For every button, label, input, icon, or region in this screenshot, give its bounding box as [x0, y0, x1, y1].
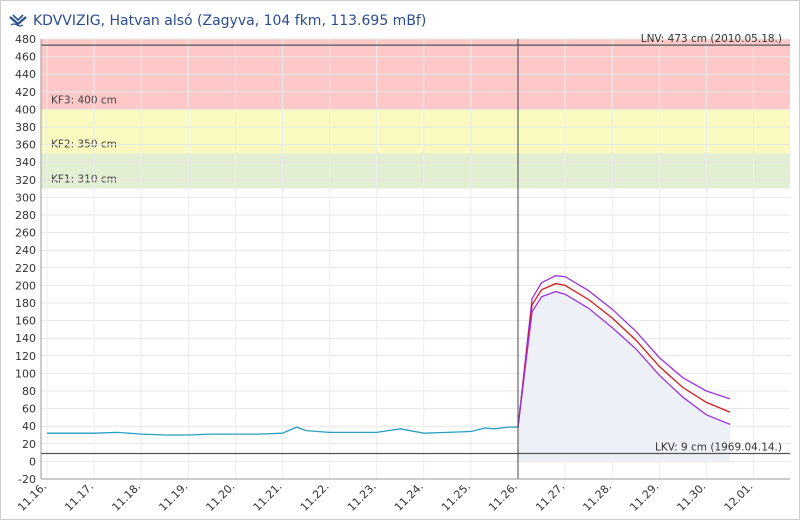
x-tick-label: 11.20.	[204, 480, 238, 514]
series-line-forecast	[517, 282, 731, 428]
y-tick-label: 100	[15, 367, 36, 380]
reference-lines: LNV: 473 cm (2010.05.18.) LKV: 9 cm (1969…	[41, 33, 790, 479]
y-tick-label: 220	[15, 262, 36, 275]
chart-title: KDVVIZIG, Hatvan alsó (Zagyva, 104 fkm, …	[33, 13, 427, 29]
y-tick-label: 380	[15, 121, 36, 134]
y-tick-label: -20	[18, 473, 36, 486]
y-tick-label: 400	[15, 103, 36, 116]
x-tick-label: 11.27.	[533, 480, 567, 514]
alert-band	[41, 109, 790, 154]
y-tick-label: 440	[15, 68, 36, 81]
y-tick-label: 340	[15, 156, 36, 169]
x-tick-label: 11.22.	[298, 480, 332, 514]
kdvvizig-logo-icon	[9, 14, 27, 27]
x-tick-label: 11.19.	[156, 480, 190, 514]
reference-line-label: LNV: 473 cm (2010.05.18.)	[641, 33, 782, 45]
y-tick-label: 360	[15, 139, 36, 152]
y-tick-label: 480	[15, 33, 36, 46]
y-tick-label: 320	[15, 174, 36, 187]
series-line-forecast-upper	[517, 275, 731, 428]
y-tick-label: 260	[15, 227, 36, 240]
x-tick-label: 11.25.	[439, 480, 473, 514]
y-tick-label: 40	[22, 420, 36, 433]
x-tick-label: 11.26.	[486, 480, 520, 514]
y-tick-label: 160	[15, 315, 36, 328]
x-tick-label: 11.30.	[675, 480, 709, 514]
y-tick-label: 180	[15, 297, 36, 310]
y-tick-label: 140	[15, 332, 36, 345]
y-tick-label: 0	[29, 455, 36, 468]
y-tick-label: 200	[15, 279, 36, 292]
alert-band	[41, 153, 790, 189]
reference-line-label: LKV: 9 cm (1969.04.14.)	[655, 441, 782, 453]
x-tick-label: 11.28.	[580, 480, 614, 514]
forecast-shaded-area	[518, 291, 730, 462]
x-tick-label: 11.18.	[109, 480, 143, 514]
y-tick-label: 120	[15, 350, 36, 363]
y-tick-label: 460	[15, 51, 36, 64]
x-tick-label: 11.23.	[345, 480, 379, 514]
series-lines	[47, 275, 731, 436]
y-tick-label: 280	[15, 209, 36, 222]
y-tick-label: 300	[15, 191, 36, 204]
y-tick-label: 80	[22, 385, 36, 398]
y-tick-label: 240	[15, 244, 36, 257]
x-tick-label: 11.17.	[62, 480, 96, 514]
x-tick-label: 12.01.	[722, 480, 756, 514]
forecast-area	[518, 291, 730, 462]
x-tick-label: 11.29.	[627, 480, 661, 514]
x-tick-label: 11.21.	[251, 480, 285, 514]
x-tick-label: 11.24.	[392, 480, 426, 514]
chart-header: KDVVIZIG, Hatvan alsó (Zagyva, 104 fkm, …	[9, 9, 426, 33]
y-tick-label: 60	[22, 403, 36, 416]
alert-band-label: KF3: 400 cm	[51, 94, 117, 106]
y-tick-label: 420	[15, 86, 36, 99]
y-tick-label: 20	[22, 438, 36, 451]
series-line-forecast-lower	[517, 290, 731, 428]
series-line-measured	[47, 426, 518, 436]
